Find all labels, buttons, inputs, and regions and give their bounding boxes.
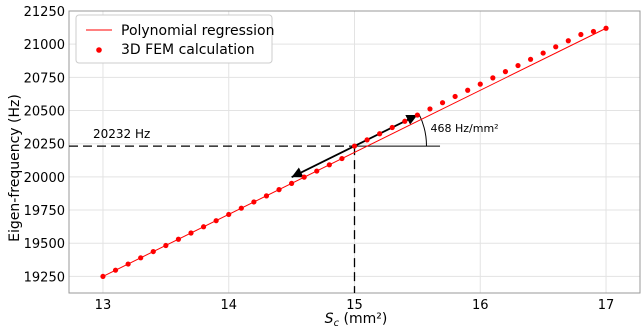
legend-label-fem: 3D FEM calculation: [121, 42, 255, 58]
data-point: [553, 44, 559, 50]
legend-box: [75, 14, 273, 64]
x-tick-label: 17: [598, 298, 615, 313]
data-point: [465, 87, 471, 93]
data-point: [565, 38, 571, 44]
data-point: [289, 180, 295, 186]
data-point: [377, 131, 383, 137]
series: [100, 25, 609, 280]
data-point: [540, 50, 546, 56]
legend-label-polynomial: Polynomial regression: [121, 23, 275, 39]
data-point: [339, 155, 345, 162]
data-point: [515, 62, 521, 69]
data-point: [213, 218, 219, 224]
data-point: [163, 242, 169, 249]
data-point: [414, 112, 420, 118]
legend-marker-swatch: [96, 47, 102, 53]
data-point: [427, 106, 433, 112]
y-value-annotation: 20232 Hz: [93, 127, 150, 141]
data-point: [150, 248, 156, 255]
annotations: 20232 Hz 468 Hz/mm²: [69, 113, 499, 293]
data-point: [251, 199, 257, 205]
y-tick-label: 20750: [24, 71, 65, 86]
data-point: [603, 25, 609, 31]
data-point: [301, 174, 307, 180]
x-tick-label: 15: [346, 298, 363, 313]
x-tick-label: 14: [220, 298, 237, 313]
data-point: [364, 137, 370, 143]
y-tick-label: 19250: [24, 270, 65, 285]
x-axis-label: Sc (mm²): [325, 311, 388, 329]
legend: Polynomial regression 3D FEM calculation: [75, 14, 275, 64]
data-point: [175, 236, 182, 242]
x-tick-label: 16: [472, 298, 489, 313]
y-tick-label: 21250: [24, 5, 65, 20]
x-axis-label-subscript: c: [334, 318, 340, 329]
data-point: [226, 211, 232, 218]
data-point: [439, 100, 446, 106]
data-point: [263, 193, 270, 199]
y-axis-label: Eigen-frequency (Hz): [7, 94, 23, 242]
data-point: [200, 224, 207, 230]
y-tick-label: 21000: [24, 38, 65, 53]
x-axis-label-main: S: [325, 311, 334, 327]
data-point: [490, 75, 496, 81]
y-tick-label: 20250: [24, 138, 65, 153]
slope-annotation: 468 Hz/mm²: [431, 122, 499, 135]
data-point: [100, 273, 106, 280]
data-point: [276, 187, 282, 193]
y-tick-label: 19500: [24, 237, 65, 252]
data-point: [452, 93, 458, 100]
y-tick-label: 19750: [24, 204, 65, 219]
data-point: [502, 69, 509, 75]
data-point: [125, 261, 131, 267]
data-point: [477, 81, 483, 87]
data-point: [238, 205, 244, 211]
data-point: [389, 124, 395, 131]
y-tick-label: 20000: [24, 171, 65, 186]
data-point: [314, 168, 320, 174]
y-tick-label: 20500: [24, 105, 65, 120]
data-point: [590, 28, 597, 35]
x-tick-label: 13: [95, 298, 112, 313]
tangent-arrow-down: [291, 145, 355, 178]
x-axis-label-unit: (mm²): [339, 311, 387, 327]
data-point: [138, 255, 144, 261]
data-point: [112, 267, 119, 273]
data-point: [326, 162, 332, 168]
axis-ticks: 13 14 15 16 17 19250 19500 19750 20000 20250 20500…: [24, 5, 615, 313]
data-point: [188, 230, 194, 236]
data-point: [351, 143, 358, 149]
regression-line: [102, 27, 607, 277]
data-point: [578, 31, 584, 38]
tangent-arrow-up: [354, 114, 418, 147]
data-point: [402, 118, 408, 124]
data-point: [527, 56, 534, 62]
